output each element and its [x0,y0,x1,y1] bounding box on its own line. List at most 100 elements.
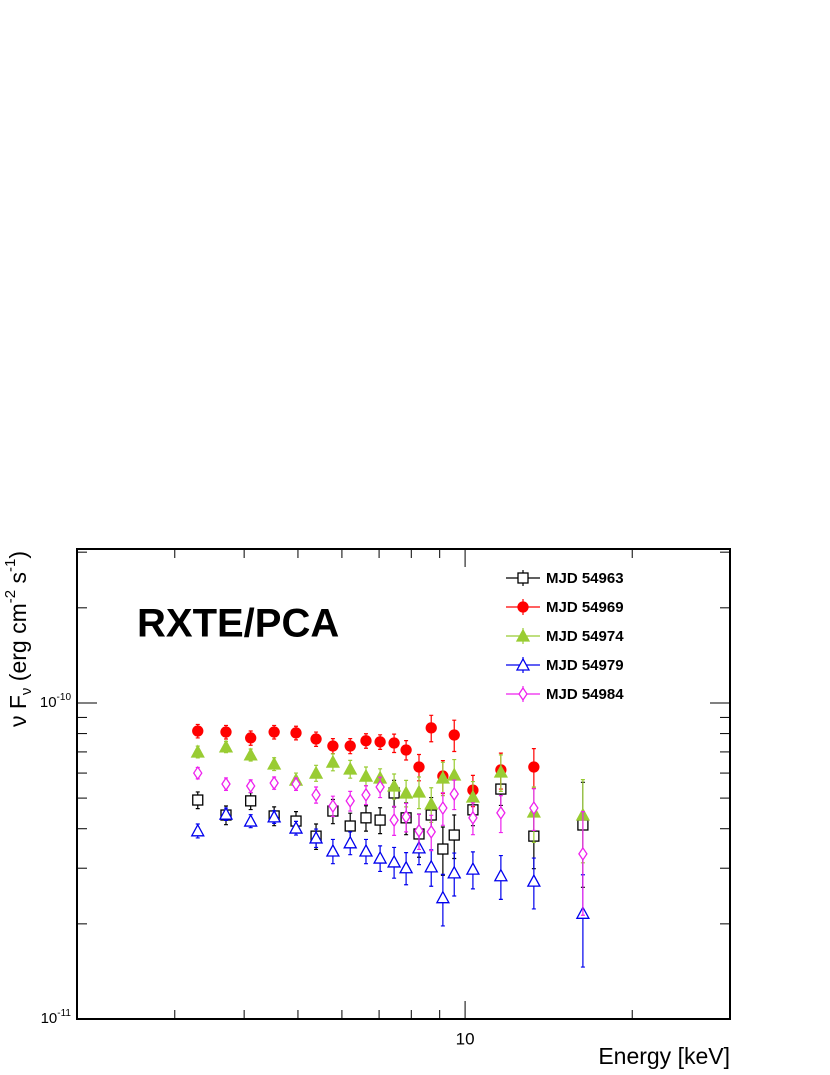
data-point [325,843,340,857]
data-point [358,843,374,857]
y-tick-label: 10-11 [41,1008,72,1027]
data-point [218,739,234,753]
data-point [310,733,322,745]
data-point [375,779,385,795]
data-point [435,890,450,904]
data-point [424,796,439,810]
data-point [447,865,462,879]
y-tick-exponent: -11 [57,1008,71,1019]
data-point [449,786,460,802]
data-point [243,813,258,827]
data-point [269,775,279,791]
data-point [343,835,358,849]
data-point [328,798,338,814]
data-point [399,785,414,799]
y-tick-base: 10 [40,694,57,711]
y-axis-label-part: -2 [2,590,19,603]
data-point [529,800,539,816]
data-point [387,778,402,792]
data-point [192,765,203,781]
data-point [424,859,439,873]
data-point [399,860,414,874]
legend-label: MJD 54984 [546,686,624,703]
data-point [414,823,424,838]
data-point [268,726,280,738]
data-point [528,761,540,773]
data-point [190,823,205,837]
data-point [435,770,450,784]
data-point [493,764,508,778]
data-point [344,740,356,752]
data-point [190,744,205,758]
y-axis-label-part: ν F [5,695,31,727]
data-point [389,812,399,828]
legend-label: MJD 54974 [546,628,624,645]
data-point [221,776,231,792]
data-point [437,843,449,855]
y-axis-label: ν Fν (erg cm-2 s-1) [2,551,35,727]
data-point [448,829,460,841]
y-axis-label-part: -1 [2,559,19,572]
data-point [400,744,412,756]
data-point [388,737,400,749]
data-point [373,850,388,864]
data-point [245,795,257,807]
data-point [267,756,282,770]
data-point [374,814,386,826]
legend-marker [515,657,531,671]
data-point [245,778,256,794]
data-point [291,776,301,792]
y-tick-exponent: -10 [57,692,72,703]
data-point [220,726,232,738]
data-point [447,767,462,781]
data-point [358,768,374,782]
data-point [374,736,386,748]
error-bar [580,811,585,916]
legend-marker [517,572,529,584]
data-point [425,722,437,734]
data-point [360,812,372,824]
y-axis-label-part: ) [5,551,31,559]
data-point [361,787,371,803]
data-point [192,725,204,737]
data-point [413,761,425,773]
data-point [243,747,258,761]
data-point [468,810,478,826]
plot-frame [76,548,731,1020]
data-point [526,873,541,887]
data-point [343,761,358,775]
legend-marker [517,601,529,613]
legend-label: MJD 54979 [546,657,624,674]
data-point [360,735,372,747]
data-point [496,805,506,821]
data-point [465,861,481,875]
data-point [344,820,356,832]
data-point [288,820,304,834]
y-axis-label-part: (erg cm [5,603,31,687]
legend-label: MJD 54963 [546,570,624,587]
data-point [401,809,411,825]
data-point [438,800,448,816]
data-point [426,824,437,840]
legend-marker [518,686,528,702]
y-tick-label: 10-10 [40,692,72,711]
data-point [311,787,321,803]
data-point [387,854,402,868]
data-point [192,794,204,806]
data-point [448,729,460,741]
data-point [325,754,340,768]
data-point [308,765,324,779]
data-point [290,727,302,739]
data-point [267,809,282,823]
x-axis-label: Energy [keV] [598,1043,730,1069]
data-point [308,830,324,844]
data-point [345,793,355,809]
data-point [411,784,427,798]
y-axis-label-part: s [5,572,31,590]
annotation: RXTE/PCA [137,602,339,646]
data-point [465,789,481,803]
legend-marker [515,628,531,642]
y-axis-label-part: ν [18,688,35,696]
data-point [245,732,257,744]
